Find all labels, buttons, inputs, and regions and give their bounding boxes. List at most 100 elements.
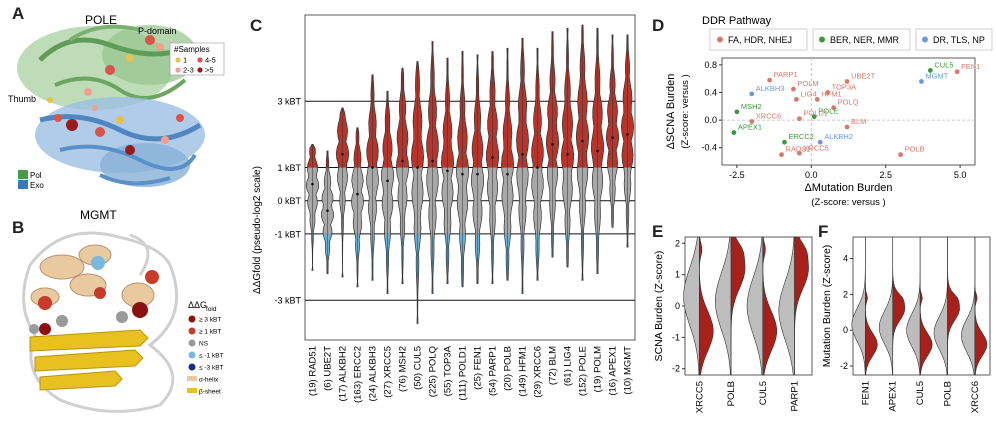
panel-b-label: B <box>12 218 25 237</box>
split-violin-red <box>698 236 714 376</box>
split-category-label: POLB <box>726 381 737 406</box>
c-violin-group <box>605 34 620 228</box>
pol-label: Pol <box>30 171 42 180</box>
c-violin-outline <box>455 51 470 288</box>
panel-d-scatter-chart: DDR Pathway FA, HDR, NHEJ BER, NER, MMR … <box>665 15 993 208</box>
d-point <box>817 139 823 145</box>
c-violin-median <box>326 209 329 212</box>
split-y-tick-label: -1 <box>672 332 680 342</box>
c-category-label: (10) MGMT <box>623 346 634 395</box>
d-point-label: POLD1 <box>803 109 828 118</box>
c-violin-outline <box>305 143 320 271</box>
ddg-legend: ΔΔG fold ≥ 3 kBT ≥ 1 kBT NS ≤ -1 kBT ≤ -… <box>187 300 224 396</box>
d-point-label: PARP1 <box>774 70 798 79</box>
d-point-label: LIG4 <box>800 89 816 98</box>
split-y-tick-label: -2 <box>840 361 848 371</box>
split-violin-grey <box>851 236 866 376</box>
legend-dot-gt5 <box>197 67 203 73</box>
c-violin-median <box>341 152 344 156</box>
split-violin-grey <box>961 237 976 376</box>
panel-d-label: D <box>652 16 665 35</box>
split-y-axis-label: SCNA Burden (Z-score) <box>653 251 665 362</box>
c-category-label: (225) POLQ <box>428 346 439 397</box>
d-point <box>796 150 802 156</box>
split-violin-red <box>865 237 878 376</box>
d-point-label: HFM1 <box>821 89 841 98</box>
split-violin <box>961 237 988 376</box>
c-violin-median <box>431 159 434 163</box>
legend-ns-label: NS <box>199 341 209 348</box>
d-point <box>825 90 831 95</box>
split-violin <box>878 236 906 376</box>
legend-le-1 <box>188 351 196 359</box>
c-violin-outline <box>560 27 575 268</box>
panel-c-label: C <box>250 16 263 35</box>
d-point-label: POLM <box>797 79 818 88</box>
split-category-label: FEN1 <box>860 381 871 405</box>
panel-f-split-violin: 4 2 0 -2 FEN1 APEX1 CUL5 POLB XRCC6 Mutation Burd… <box>821 236 991 413</box>
split-violin-red <box>919 237 933 376</box>
legend-ns <box>188 339 196 347</box>
legend-le-1-label: ≤ -1 kBT <box>199 353 224 360</box>
split-y-tick-label: -2 <box>672 364 680 374</box>
panel-e-label: E <box>652 222 664 241</box>
c-violin-outline <box>591 27 604 275</box>
c-violin-group <box>381 90 394 294</box>
d-point-label: CUL5 <box>934 60 953 69</box>
c-violin-median <box>551 143 554 146</box>
d-point <box>898 152 903 158</box>
split-violin-grey <box>933 237 948 376</box>
d-point-label: RADS1 <box>786 145 811 154</box>
exo-swatch <box>18 180 28 189</box>
c-violin-median <box>491 156 494 159</box>
panel-a-label: A <box>12 4 25 23</box>
legend-helix-label: α-helix <box>199 377 219 384</box>
c-violin-median <box>521 152 524 156</box>
c-category-label: (24) ALKBH3 <box>368 346 379 401</box>
samples-legend-title: #Samples <box>174 45 210 54</box>
c-category-label: (16) APEX1 <box>608 346 619 396</box>
split-violin-red <box>730 236 746 376</box>
p-domain-label: P-domain <box>138 26 177 36</box>
c-violin-outline <box>471 54 484 284</box>
c-violin-group <box>500 47 515 281</box>
d-point-label: ALKBH2 <box>824 132 853 141</box>
panel-e-split-violin: 2 1 0 -1 -2 XRCC5 POLB CUL5 PARP1 SCNA Burden (Z-… <box>653 236 813 413</box>
c-violin-outline <box>410 61 425 324</box>
d-legend-title: DDR Pathway <box>702 15 772 27</box>
split-violin-grey <box>878 236 894 376</box>
split-category-label: PARP1 <box>790 381 801 411</box>
c-category-label: (20) POLB <box>503 346 514 391</box>
split-violin <box>746 236 778 376</box>
c-ref-line-label: 1 kBT <box>277 163 301 173</box>
d-x-tick-label: -2.5 <box>729 170 745 180</box>
c-violin-group <box>575 24 590 281</box>
d-point-label: POLB <box>905 145 925 154</box>
c-violin-group <box>516 37 529 294</box>
c-violin-outline <box>440 57 455 284</box>
legend-ge1 <box>188 327 196 335</box>
panel-a-structure: POLE P-domain Thumb #Samples 1 4-5 2-3 >… <box>8 13 225 190</box>
c-violin-group <box>531 47 544 281</box>
d-legend-ber-label: BER, NER, MMR <box>830 35 900 45</box>
d-legend-dot-ber <box>819 36 825 43</box>
d-point-label: ALKBH3 <box>756 84 785 93</box>
legend-sheet-label: β-sheet <box>199 389 221 396</box>
split-violin <box>851 236 878 376</box>
legend-dot-4-5 <box>197 57 203 63</box>
split-category-label: CUL5 <box>758 381 769 405</box>
c-violin-outline <box>531 47 544 281</box>
split-y-tick-label: 2 <box>675 238 680 248</box>
c-violin-group <box>545 31 560 258</box>
d-y-tick-label: -0.4 <box>701 143 717 153</box>
split-violin-red <box>974 237 988 376</box>
c-violin-median <box>566 152 569 156</box>
d-point <box>749 119 755 124</box>
c-violin-outline <box>500 47 515 281</box>
pol-swatch <box>18 170 28 179</box>
split-violin-grey <box>715 236 732 376</box>
c-category-label: (27) XRCC5 <box>383 346 394 398</box>
d-legend: FA, HDR, NHEJ BER, NER, MMR DR, TLS, NP <box>709 28 993 51</box>
split-violin-red <box>892 237 906 375</box>
c-category-label: (55) TOP3A <box>443 345 454 396</box>
